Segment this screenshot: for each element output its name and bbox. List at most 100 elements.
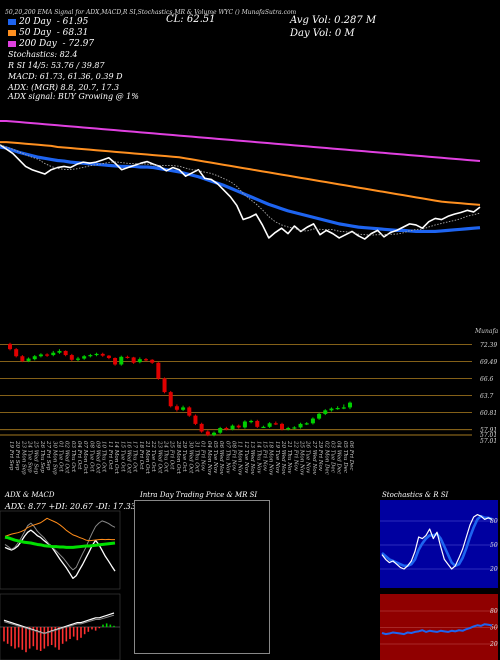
date-label: 22 Fri Nov	[292, 441, 299, 471]
stoch-tick-label: 80	[490, 518, 498, 525]
candle-body	[137, 359, 142, 363]
date-label: 11 Fri Oct	[106, 441, 113, 470]
stoch-tick-label: 20	[489, 566, 498, 573]
date-label: 14 Thu Nov	[255, 441, 262, 474]
date-label: 24 Thu Oct	[162, 441, 169, 473]
date-label: 10 Thu Oct	[100, 441, 107, 473]
date-label: 27 Fri Sep	[45, 441, 52, 471]
candle-body	[267, 423, 272, 427]
price-level-label: 60.81	[480, 409, 498, 417]
candle-body	[193, 415, 198, 424]
candle-body	[8, 343, 12, 350]
date-label: 25 Mon Nov	[298, 441, 305, 476]
date-label: 24 Tue Sep	[26, 441, 33, 473]
date-label: 28 Mon Oct	[174, 441, 181, 474]
candle-body	[199, 423, 204, 432]
day-vol: Day Vol: 0 M	[290, 28, 355, 39]
date-label: 23 Mon Sep	[20, 441, 27, 475]
candle-body	[292, 427, 297, 429]
adx-series-di	[4, 517, 116, 542]
candle-body	[323, 410, 328, 414]
adx-line: ADX: (MGR) 8.8, 20.7, 17.3	[8, 83, 120, 92]
stoch-tick-label: 50	[490, 542, 498, 549]
price-level-label: 63.7	[480, 392, 494, 400]
candle-body	[150, 359, 155, 363]
date-label: 03 Tue Dec	[329, 441, 336, 473]
candle-body	[38, 354, 43, 357]
date-label: 30 Mon Sep	[51, 441, 58, 475]
date-label: 08 Fri Nov	[230, 441, 237, 471]
series-200-day	[0, 119, 481, 163]
rsi-line	[381, 623, 493, 636]
date-label: 04 Fri Oct	[76, 441, 82, 470]
date-label: 04 Wed Dec	[335, 441, 342, 475]
date-label: 11 Mon Nov	[236, 441, 243, 476]
candle-body	[205, 431, 210, 436]
candle-body	[76, 358, 80, 360]
candle-body	[26, 358, 31, 361]
candle-body	[174, 406, 179, 410]
candle-body	[335, 408, 340, 410]
candle-body	[119, 356, 124, 365]
candle-body	[212, 432, 216, 436]
date-label: 25 Wed Sep	[32, 441, 39, 475]
date-label: 07 Mon Oct	[82, 441, 89, 474]
candle-body	[69, 355, 74, 360]
candle-body	[63, 350, 68, 356]
date-label: 29 Fri Nov	[317, 441, 324, 471]
date-label: 05 Thu Dec	[341, 441, 348, 473]
avg-vol: Avg Vol: 0.287 M	[290, 15, 377, 26]
candle-body	[341, 407, 346, 409]
date-label: 06 Fri Dec	[348, 441, 354, 471]
date-label: 09 Wed Oct	[94, 441, 101, 474]
date-label: 23 Wed Oct	[156, 441, 163, 474]
series-close	[0, 144, 481, 240]
date-label: 18 Mon Nov	[267, 441, 274, 476]
candle-body	[329, 408, 334, 411]
date-label: 02 Wed Oct	[63, 441, 70, 474]
rsi-tick-label: 50	[490, 625, 498, 632]
date-label: 27 Wed Nov	[310, 441, 317, 475]
date-label: 13 Wed Nov	[249, 441, 256, 475]
candle-body	[317, 413, 322, 419]
candle-body	[348, 402, 352, 408]
candle-body	[286, 428, 291, 430]
candle-body	[131, 357, 136, 363]
date-label: 07 Thu Nov	[224, 441, 231, 474]
date-label: 18 Fri Oct	[137, 441, 144, 470]
candle-body	[218, 428, 223, 433]
watermark: Munafa	[475, 328, 499, 335]
price-level-label: 57.01	[480, 438, 498, 445]
candle-body	[255, 420, 260, 427]
ema200-swatch	[8, 40, 16, 47]
rsi-tick-label: 20	[489, 641, 498, 648]
ema200-value: 72.97	[68, 39, 95, 49]
date-label: 03 Thu Oct	[69, 441, 76, 473]
ema50-swatch	[8, 29, 16, 36]
date-label: 15 Tue Oct	[119, 441, 126, 472]
candle-body	[261, 426, 266, 429]
candle-body	[125, 356, 130, 359]
adx-panel-title: ADX & MACD	[5, 491, 55, 499]
candle-body	[32, 356, 37, 360]
adx-series-adx	[4, 529, 116, 580]
stat-rsi: R SI 14/5: 53.76 / 39.87	[8, 61, 105, 70]
date-label: 15 Fri Nov	[261, 441, 268, 471]
legend-ema200: 200 Day - 72.97	[8, 39, 94, 49]
price-level-label: 57.91	[480, 426, 498, 434]
date-label: 21 Thu Nov	[286, 441, 293, 474]
adx-series-di	[4, 520, 116, 571]
date-label: 08 Tue Oct	[88, 441, 95, 472]
date-label: 04 Mon Nov	[205, 441, 212, 476]
date-label: 29 Tue Oct	[181, 441, 188, 472]
stat-macd: MACD: 61.73, 61.36, 0.39 D	[8, 72, 123, 81]
candle-body	[45, 354, 50, 356]
ema20-swatch	[8, 18, 16, 25]
candle-body	[298, 423, 303, 428]
candle-body	[82, 356, 87, 359]
ema50-value: 68.31	[62, 28, 89, 38]
